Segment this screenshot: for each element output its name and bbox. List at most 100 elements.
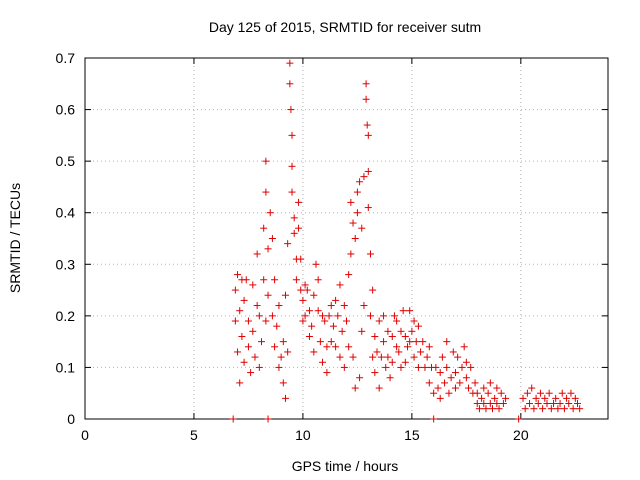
data-point — [295, 198, 303, 206]
data-point — [321, 317, 329, 325]
data-point — [497, 389, 505, 397]
data-point — [308, 322, 316, 330]
data-point — [458, 363, 466, 371]
data-point — [526, 400, 534, 408]
data-point — [297, 286, 305, 294]
data-point — [393, 317, 401, 325]
data-point — [236, 379, 244, 387]
data-point — [253, 302, 261, 310]
data-point — [323, 343, 331, 351]
data-point — [545, 389, 553, 397]
data-point — [471, 379, 479, 387]
data-point — [349, 353, 357, 361]
grid — [85, 58, 608, 419]
chart-title: Day 125 of 2015, SRMTID for receiver sut… — [209, 19, 481, 35]
data-point — [388, 332, 396, 340]
data-point — [382, 363, 390, 371]
data-point — [319, 358, 327, 366]
data-point — [371, 369, 379, 377]
data-point — [408, 327, 416, 335]
data-point — [462, 374, 470, 382]
data-point — [358, 327, 366, 335]
data-point — [438, 353, 446, 361]
data-point — [299, 317, 307, 325]
data-point — [480, 400, 488, 408]
data-point — [556, 400, 564, 408]
data-point — [334, 312, 342, 320]
data-point — [523, 389, 531, 397]
data-point — [231, 286, 239, 294]
data-point — [550, 400, 558, 408]
data-point — [386, 374, 394, 382]
data-point — [441, 379, 449, 387]
data-point — [445, 389, 453, 397]
data-point — [238, 332, 246, 340]
data-point — [493, 400, 501, 408]
data-point — [271, 276, 279, 284]
x-tick-label: 20 — [513, 427, 529, 443]
data-point — [443, 338, 451, 346]
data-point — [473, 389, 481, 397]
data-point — [353, 209, 361, 217]
data-point — [264, 245, 272, 253]
data-point — [255, 312, 263, 320]
data-point — [414, 322, 422, 330]
data-point — [443, 363, 451, 371]
data-point — [560, 405, 568, 413]
data-point — [364, 204, 372, 212]
data-point — [253, 250, 261, 258]
y-tick-label: 0.3 — [56, 256, 76, 272]
y-tick-labels: 0 0.1 0.2 0.3 0.4 0.5 0.6 0.7 — [56, 50, 76, 427]
data-point — [414, 363, 422, 371]
data-point — [268, 312, 276, 320]
data-point — [406, 338, 414, 346]
data-point — [430, 415, 438, 423]
data-point — [340, 363, 348, 371]
data-point — [279, 338, 287, 346]
data-point — [460, 343, 468, 351]
x-axis-label: GPS time / hours — [292, 458, 399, 474]
data-point — [395, 348, 403, 356]
data-point — [288, 162, 296, 170]
data-point — [288, 131, 296, 139]
data-point — [480, 384, 488, 392]
data-point — [234, 348, 242, 356]
data-point — [349, 219, 357, 227]
data-point — [425, 343, 433, 351]
data-point — [301, 312, 309, 320]
data-point — [375, 317, 383, 325]
data-point — [287, 106, 295, 114]
y-tick-label: 0.7 — [56, 50, 76, 66]
data-point — [332, 343, 340, 351]
data-point — [393, 343, 401, 351]
data-point — [421, 363, 429, 371]
data-point — [493, 384, 501, 392]
data-point — [229, 415, 237, 423]
data-point — [262, 188, 270, 196]
x-tick-label: 5 — [190, 427, 198, 443]
data-point — [262, 157, 270, 165]
data-point — [356, 178, 364, 186]
data-point — [290, 229, 298, 237]
data-point — [275, 302, 283, 310]
data-point — [356, 374, 364, 382]
data-point — [401, 332, 409, 340]
data-point — [380, 312, 388, 320]
data-point — [266, 209, 274, 217]
data-point — [364, 131, 372, 139]
data-point — [541, 394, 549, 402]
data-point — [397, 363, 405, 371]
data-point — [475, 405, 483, 413]
data-point — [255, 363, 263, 371]
data-point — [363, 121, 371, 129]
data-point — [528, 384, 536, 392]
data-point — [271, 343, 279, 351]
data-point — [543, 400, 551, 408]
data-point — [325, 312, 333, 320]
data-point — [499, 400, 507, 408]
data-point — [336, 281, 344, 289]
data-point — [373, 348, 381, 356]
data-point — [251, 353, 259, 361]
data-point — [489, 405, 497, 413]
data-point — [530, 405, 538, 413]
